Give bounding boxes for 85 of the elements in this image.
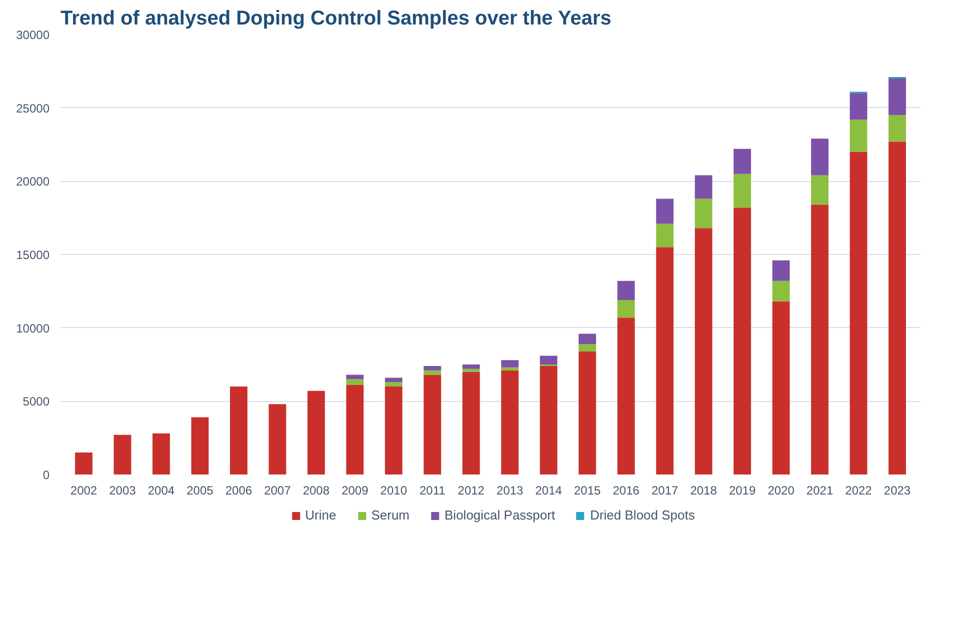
bar [540, 366, 558, 474]
bar [656, 224, 674, 248]
bar [346, 374, 364, 380]
x-tick-label: 2018 [690, 484, 718, 498]
legend-label: Biological Passport [444, 508, 556, 522]
bar [734, 208, 752, 474]
x-tick-label: 2023 [884, 484, 911, 498]
chart-title: Trend of analysed Doping Control Samples over the Years [60, 8, 612, 30]
bar [694, 228, 712, 474]
bar [268, 404, 286, 474]
bar [772, 280, 790, 302]
bar [578, 351, 596, 474]
bar [230, 386, 248, 474]
legend-label: Urine [305, 508, 336, 522]
bar [811, 138, 828, 176]
legend-label: Serum [371, 508, 410, 522]
x-tick-label: 2005 [186, 484, 214, 498]
x-tick-label: 2004 [148, 484, 175, 498]
bar [578, 344, 596, 352]
bar [152, 433, 170, 474]
bar [888, 78, 906, 116]
x-tick-label: 2021 [806, 484, 834, 498]
bar [462, 364, 480, 369]
bar [384, 386, 402, 474]
bar [617, 280, 635, 300]
bar [346, 385, 364, 474]
bar [772, 260, 790, 281]
bar [850, 152, 868, 474]
y-tick-label: 20000 [16, 174, 50, 189]
x-tick-label: 2003 [109, 484, 136, 498]
x-tick-label: 2007 [264, 484, 292, 498]
bar [346, 379, 364, 386]
x-tick-label: 2020 [768, 484, 795, 498]
bar [75, 452, 92, 474]
legend-label: Dried Blood Spots [590, 508, 695, 522]
bar [501, 360, 519, 368]
y-tick-label: 0 [42, 468, 50, 482]
bar [424, 366, 442, 370]
bar [656, 247, 674, 474]
y-tick-label: 5000 [22, 394, 50, 409]
bar [694, 175, 712, 199]
bar [462, 368, 480, 372]
x-tick-label: 2012 [458, 484, 485, 498]
x-tick-label: 2016 [612, 484, 640, 498]
bar [501, 370, 519, 474]
bar [384, 382, 402, 386]
bar [734, 148, 752, 174]
bar [384, 378, 402, 382]
bar [307, 390, 325, 474]
bar [734, 174, 752, 208]
bar [850, 120, 868, 152]
bar [424, 370, 442, 375]
x-tick-label: 2013 [496, 484, 524, 498]
x-tick-label: 2017 [651, 484, 678, 498]
x-tick-label: 2011 [419, 484, 446, 498]
bar [811, 204, 828, 474]
x-tick-label: 2008 [302, 484, 330, 498]
bar [501, 367, 519, 370]
x-tick-label: 2022 [845, 484, 872, 498]
bar [462, 372, 480, 474]
x-tick-label: 2019 [728, 484, 756, 498]
x-tick-label: 2014 [535, 484, 562, 498]
x-tick-label: 2009 [342, 484, 369, 498]
bar [850, 93, 868, 120]
x-tick-label: 2010 [380, 484, 408, 498]
y-tick-label: 30000 [16, 28, 50, 42]
bar [888, 142, 906, 474]
x-tick-label: 2015 [574, 484, 602, 498]
bar [656, 198, 674, 224]
bar [694, 198, 712, 228]
bar [772, 301, 790, 474]
bar [114, 434, 132, 474]
y-tick-label: 15000 [16, 248, 50, 262]
bar [540, 356, 558, 364]
x-tick-label: 2006 [225, 484, 252, 498]
bar [811, 175, 828, 205]
y-tick-label: 10000 [16, 321, 50, 336]
y-tick-label: 25000 [16, 101, 50, 116]
bar [888, 115, 906, 142]
x-tick-label: 2002 [70, 484, 98, 498]
bar [424, 374, 442, 474]
bar [191, 417, 209, 474]
bar [578, 334, 596, 344]
bar [617, 300, 635, 318]
bar [617, 318, 635, 474]
